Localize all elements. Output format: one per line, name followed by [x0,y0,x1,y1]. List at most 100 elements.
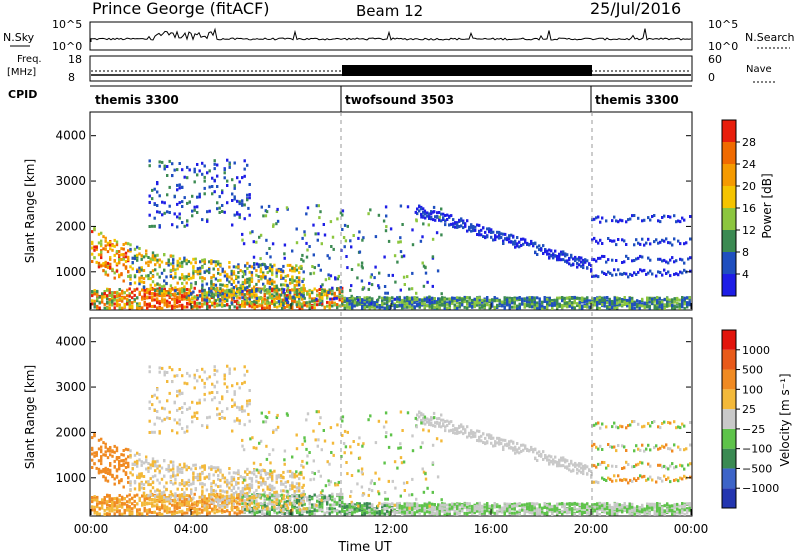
power-cell [214,264,218,268]
power-cell [608,300,611,304]
power-cell [643,305,646,309]
power-cell [490,228,493,232]
power-cell [221,303,224,306]
power-cell [593,299,596,303]
power-cell [156,293,159,297]
velocity-cell [233,511,236,515]
power-cell [613,306,616,310]
power-cell [178,277,182,281]
velocity-cell [123,511,126,514]
power-cell [673,297,676,301]
power-cell [683,302,686,306]
power-cell [102,262,105,265]
power-cell [329,297,332,301]
power-cell [443,306,446,310]
power-cell [172,254,175,258]
power-cell [181,185,184,189]
power-cell [199,269,202,273]
power-cell [248,183,251,186]
power-cell [337,274,340,278]
power-cell [411,296,414,300]
power-cell [282,276,285,280]
velocity-cell [401,506,404,510]
power-cell [286,296,290,300]
velocity-cell [383,504,386,508]
power-cell [183,224,186,228]
power-cell [213,162,216,166]
velocity-cell [278,508,281,512]
power-cell [255,289,258,293]
power-cell [298,306,301,310]
power-cell [173,300,176,304]
power-cell [218,195,221,199]
velocity-cell [336,512,339,516]
power-cell [191,296,194,300]
power-cell [308,292,311,296]
power-cell [128,292,131,296]
velocity-cell [478,507,481,511]
velocity-cell [503,507,506,511]
power-cell [335,296,338,300]
power-cell [673,300,676,304]
power-cell [188,168,191,172]
power-cell [302,294,305,298]
power-cell [503,298,506,302]
power-cell [129,277,132,281]
power-cell [283,252,286,256]
power-cell [268,266,272,270]
power-cell [169,268,173,272]
power-cell [241,292,244,296]
power-cell [415,291,418,295]
power-cell [264,302,267,306]
power-cell [426,211,429,215]
velocity-cell [496,505,499,509]
velocity-cell [151,504,154,508]
power-cell [138,279,141,283]
power-cell [583,303,586,307]
power-cell [676,301,679,305]
power-cell [233,186,236,190]
power-cell [191,301,194,304]
velocity-cell [186,507,189,511]
power-cell [516,304,519,308]
power-cell [508,298,511,302]
power-cell [343,299,346,303]
power-cell [133,281,137,285]
power-cell [388,299,391,303]
power-cell [597,241,600,245]
power-cell [163,292,166,296]
power-cell [308,304,311,308]
power-cell [679,242,682,246]
power-cell [115,269,119,273]
velocity-cell [213,511,216,515]
power-cell [210,294,213,298]
power-cell [374,235,378,239]
power-cell [563,299,566,303]
power-cell [268,301,272,305]
velocity-cell [411,506,414,510]
velocity-cell [438,512,441,516]
power-cell [523,297,526,301]
power-cell [185,281,188,285]
power-cell [201,292,204,296]
velocity-cell [296,511,299,514]
power-cell [394,280,397,284]
velocity-cell [366,506,369,510]
nsky-tick-top: 10^5 [52,18,82,31]
power-cell [246,285,249,289]
power-cell [598,306,601,310]
velocity-cell [263,512,266,516]
power-cell [441,301,444,305]
power-cell [431,237,435,241]
power-cell [174,272,177,275]
power-cell [588,301,591,305]
power-cell [133,275,137,279]
power-cell [298,271,301,275]
velocity-cell [196,512,199,516]
velocity-cell [356,502,359,506]
velocity-cell [181,509,184,513]
power-cell [377,286,381,290]
power-cell [653,299,656,303]
power-cell [233,161,236,165]
power-cell [288,289,291,293]
